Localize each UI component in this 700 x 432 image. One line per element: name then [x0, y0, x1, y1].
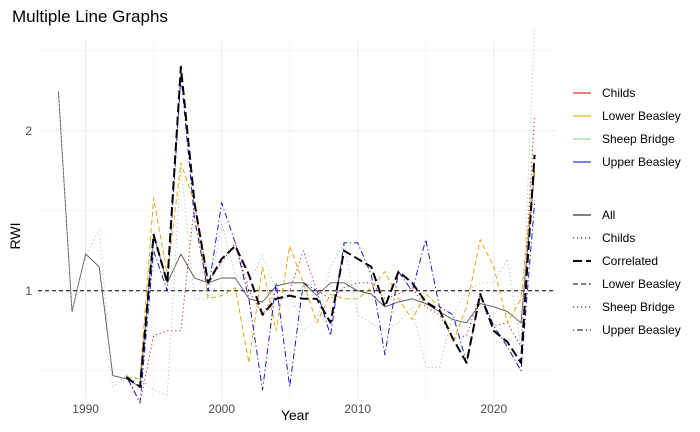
series-line-correlated — [125, 65, 536, 388]
series-line-childs — [126, 114, 536, 404]
series-line-lower-beasley — [126, 162, 536, 380]
legend-linetype-label: All — [602, 208, 615, 222]
legend-color-label: Lower Beasley — [602, 109, 681, 123]
legend-linetype-label: Childs — [602, 231, 635, 245]
series-lines — [57, 26, 536, 404]
legend-linetype-label: Lower Beasley — [602, 277, 681, 291]
y-axis-title: RWI — [7, 223, 23, 250]
y-tick-label: 2 — [25, 124, 32, 138]
x-tick-label: 2020 — [480, 402, 507, 416]
x-tick-label: 2010 — [344, 402, 371, 416]
chart-title: Multiple Line Graphs — [12, 7, 168, 26]
legend: Childs Lower Beasley Sheep Bridge Upper Bea… — [573, 86, 681, 337]
series-line-upper-beasley — [125, 74, 536, 404]
legend-linetype-label: Upper Beasley — [602, 323, 681, 337]
legend-color-label: Sheep Bridge — [602, 132, 675, 146]
y-tick-label: 1 — [25, 284, 32, 298]
x-tick-label: 2000 — [208, 402, 235, 416]
series-line-all — [57, 90, 536, 388]
grid — [38, 38, 555, 398]
legend-color-label: Upper Beasley — [602, 155, 681, 169]
x-axis-title: Year — [281, 407, 310, 423]
x-tick-label: 1990 — [72, 402, 99, 416]
legend-color-label: Childs — [602, 86, 635, 100]
legend-linetype-label: Sheep Bridge — [602, 300, 675, 314]
legend-linetype-label: Correlated — [602, 254, 658, 268]
axis-ticks: 1990 2000 2010 2020 1 2 — [25, 124, 507, 416]
